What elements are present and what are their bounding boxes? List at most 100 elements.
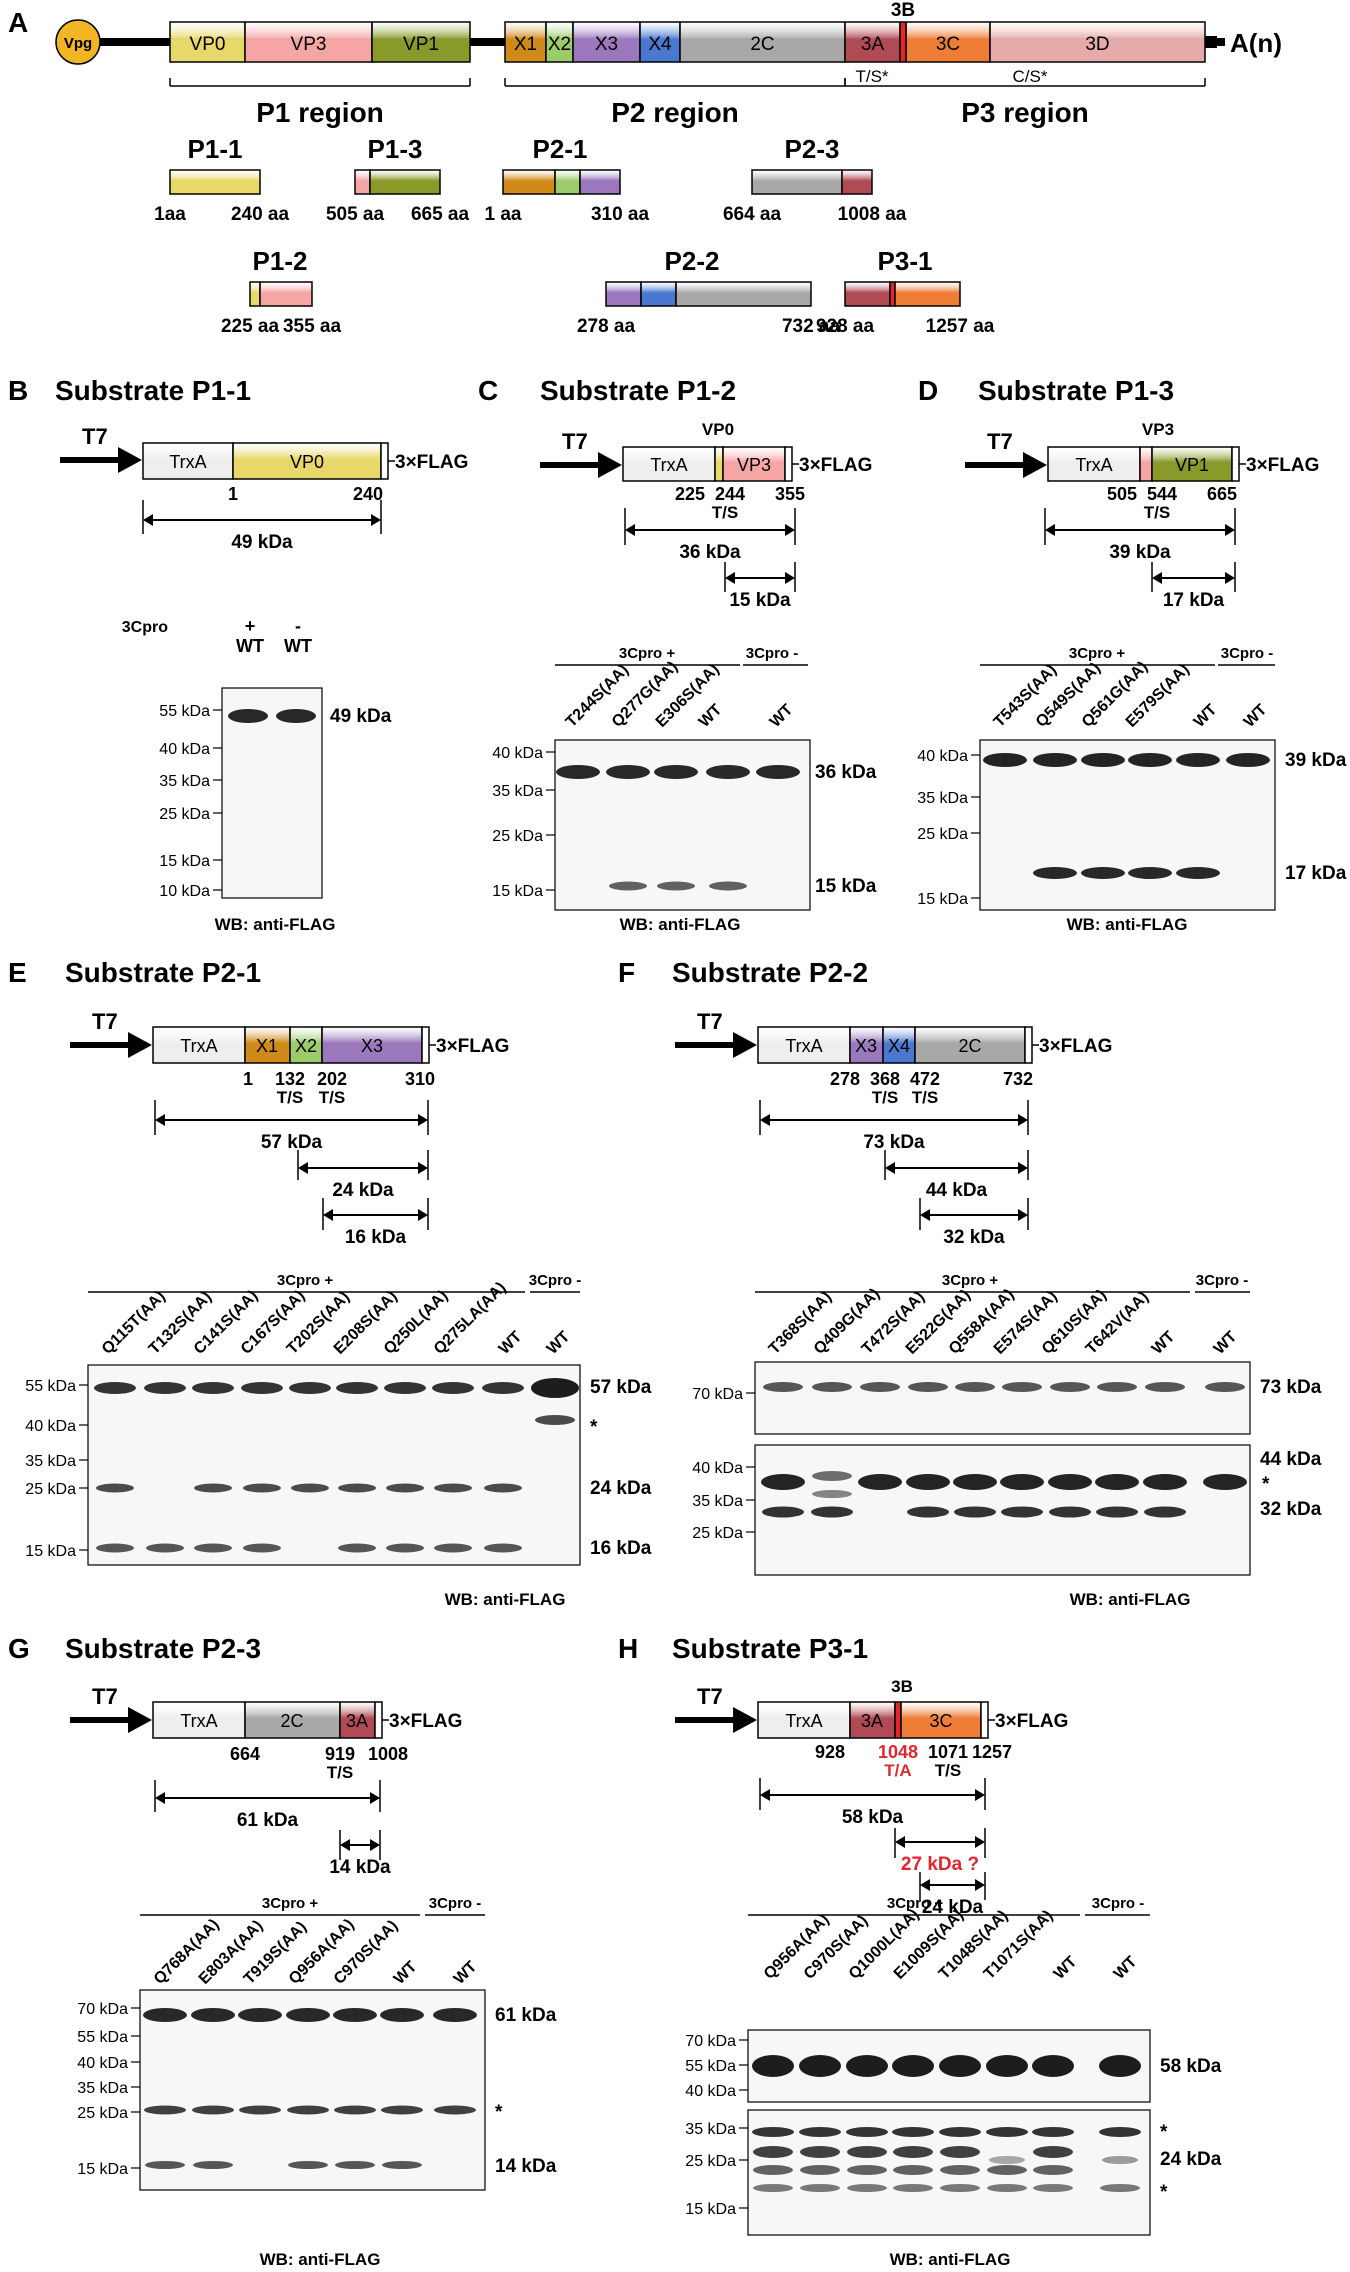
t7-shaft bbox=[70, 1042, 130, 1048]
blot-band bbox=[987, 2184, 1027, 2192]
region-label: P1 region bbox=[256, 97, 384, 128]
ladder-label: 25 kDa bbox=[492, 828, 543, 845]
ladder-label: 25 kDa bbox=[685, 2153, 736, 2170]
fragment-start: 505 aa bbox=[326, 204, 385, 225]
fragment-start: 225 aa bbox=[221, 316, 280, 337]
fragment-name: P1-1 bbox=[188, 134, 243, 164]
arrowhead bbox=[1018, 1114, 1028, 1126]
t7-arrow bbox=[1023, 452, 1047, 478]
fragment-start: 928 aa bbox=[816, 316, 875, 337]
position-number: 368 bbox=[870, 1069, 900, 1089]
blot-band bbox=[847, 2146, 887, 2158]
t7-label: T7 bbox=[987, 429, 1013, 454]
arrowhead bbox=[155, 1114, 165, 1126]
panel-title-g: Substrate P2-3 bbox=[65, 1633, 261, 1664]
position-number: 310 bbox=[405, 1069, 435, 1089]
arrowhead bbox=[370, 1792, 380, 1804]
blot-band bbox=[1081, 867, 1125, 879]
blot-band bbox=[535, 1415, 575, 1425]
vpg-label: Vpg bbox=[64, 35, 92, 52]
blot-band bbox=[334, 2105, 376, 2115]
t7-arrow bbox=[733, 1707, 757, 1733]
blot-band bbox=[955, 1382, 995, 1392]
blot-band bbox=[847, 2165, 887, 2175]
band-label: 44 kDa bbox=[1260, 1449, 1322, 1470]
blot-band bbox=[335, 2161, 375, 2169]
blot-band bbox=[291, 1483, 329, 1493]
blot-band bbox=[989, 2156, 1025, 2164]
flag-tag bbox=[1231, 446, 1240, 482]
blot-band bbox=[1001, 1506, 1043, 1518]
cpro-minus-label: 3Cpro - bbox=[1092, 1895, 1145, 1912]
vpg-circle bbox=[55, 19, 101, 65]
blot-band bbox=[753, 2146, 793, 2158]
band-label: 58 kDa bbox=[1160, 2056, 1222, 2077]
blot-band bbox=[756, 765, 800, 779]
position-number: 244 bbox=[715, 484, 745, 504]
blot-band bbox=[193, 2161, 233, 2169]
ladder-label: 25 kDa bbox=[917, 826, 968, 843]
position-number: 1008 bbox=[368, 1744, 408, 1764]
blot-band bbox=[1226, 753, 1270, 767]
blot-band bbox=[753, 2165, 793, 2175]
segment-label: X1 bbox=[514, 34, 537, 55]
blot-band bbox=[1099, 2127, 1141, 2137]
t7-arrow bbox=[128, 1707, 152, 1733]
arrowhead bbox=[725, 572, 735, 584]
blot-band bbox=[384, 1382, 426, 1394]
segment-label: X3 bbox=[595, 34, 618, 55]
size-label: 36 kDa bbox=[679, 542, 741, 563]
fragment-end: 1257 aa bbox=[926, 316, 995, 337]
blot-band bbox=[382, 2161, 422, 2169]
blot-band bbox=[239, 2105, 281, 2115]
vp3-box bbox=[1139, 446, 1153, 482]
blot-band bbox=[753, 2184, 793, 2192]
ladder-label: 40 kDa bbox=[692, 1460, 743, 1477]
band-label: 17 kDa bbox=[1285, 863, 1347, 884]
position-number: 240 bbox=[353, 484, 383, 504]
vp3-label: VP3 bbox=[737, 455, 771, 475]
blot-band bbox=[892, 2127, 934, 2137]
blot-d bbox=[979, 739, 1276, 911]
plus-sign: + bbox=[245, 616, 256, 636]
ladder-label: 35 kDa bbox=[692, 1493, 743, 1510]
x4-label: X4 bbox=[888, 1036, 910, 1056]
nonspecific-marker: * bbox=[1262, 1474, 1270, 1495]
fragment-segment bbox=[579, 169, 621, 195]
ladder-label: 55 kDa bbox=[77, 2029, 128, 2046]
arrowhead bbox=[975, 1836, 985, 1848]
trxa-box bbox=[152, 1701, 246, 1739]
vp0-box bbox=[714, 446, 724, 482]
blot-band bbox=[1081, 753, 1125, 767]
blot-band bbox=[241, 1382, 283, 1394]
arrowhead bbox=[298, 1162, 308, 1174]
blot-band bbox=[1096, 1506, 1138, 1518]
ladder-label: 35 kDa bbox=[492, 783, 543, 800]
position-number: 1071 bbox=[928, 1742, 968, 1762]
flag-tag bbox=[1024, 1026, 1033, 1064]
panel-letter-f: F bbox=[618, 957, 635, 988]
blot-band bbox=[96, 1543, 134, 1553]
fragment-name: P2-1 bbox=[533, 134, 588, 164]
cpro-plus-label: 3Cpro + bbox=[942, 1272, 999, 1289]
ladder-label: 15 kDa bbox=[159, 853, 210, 870]
fragment-segment bbox=[259, 281, 313, 307]
fragment-start: 1 aa bbox=[485, 204, 522, 225]
lane-label: WT bbox=[1211, 1328, 1241, 1358]
blot-band bbox=[1033, 2146, 1073, 2158]
blot-band bbox=[1145, 1382, 1185, 1392]
size-label: 24 kDa bbox=[922, 1897, 984, 1918]
x3-box bbox=[849, 1026, 884, 1064]
panel-title-b: Substrate P1-1 bbox=[55, 375, 251, 406]
blot-band bbox=[1100, 2184, 1140, 2192]
lane-label: WT bbox=[236, 636, 264, 656]
arrowhead bbox=[785, 524, 795, 536]
size-label: 49 kDa bbox=[231, 532, 293, 553]
ts-label: T/S bbox=[327, 1763, 353, 1782]
ladder-label: 55 kDa bbox=[25, 1378, 76, 1395]
nonspecific-marker: * bbox=[495, 2102, 503, 2123]
panel-title-d: Substrate P1-3 bbox=[978, 375, 1174, 406]
band-label: 61 kDa bbox=[495, 2005, 557, 2026]
blot-band bbox=[432, 1382, 474, 1394]
genome-end bbox=[1205, 36, 1217, 48]
